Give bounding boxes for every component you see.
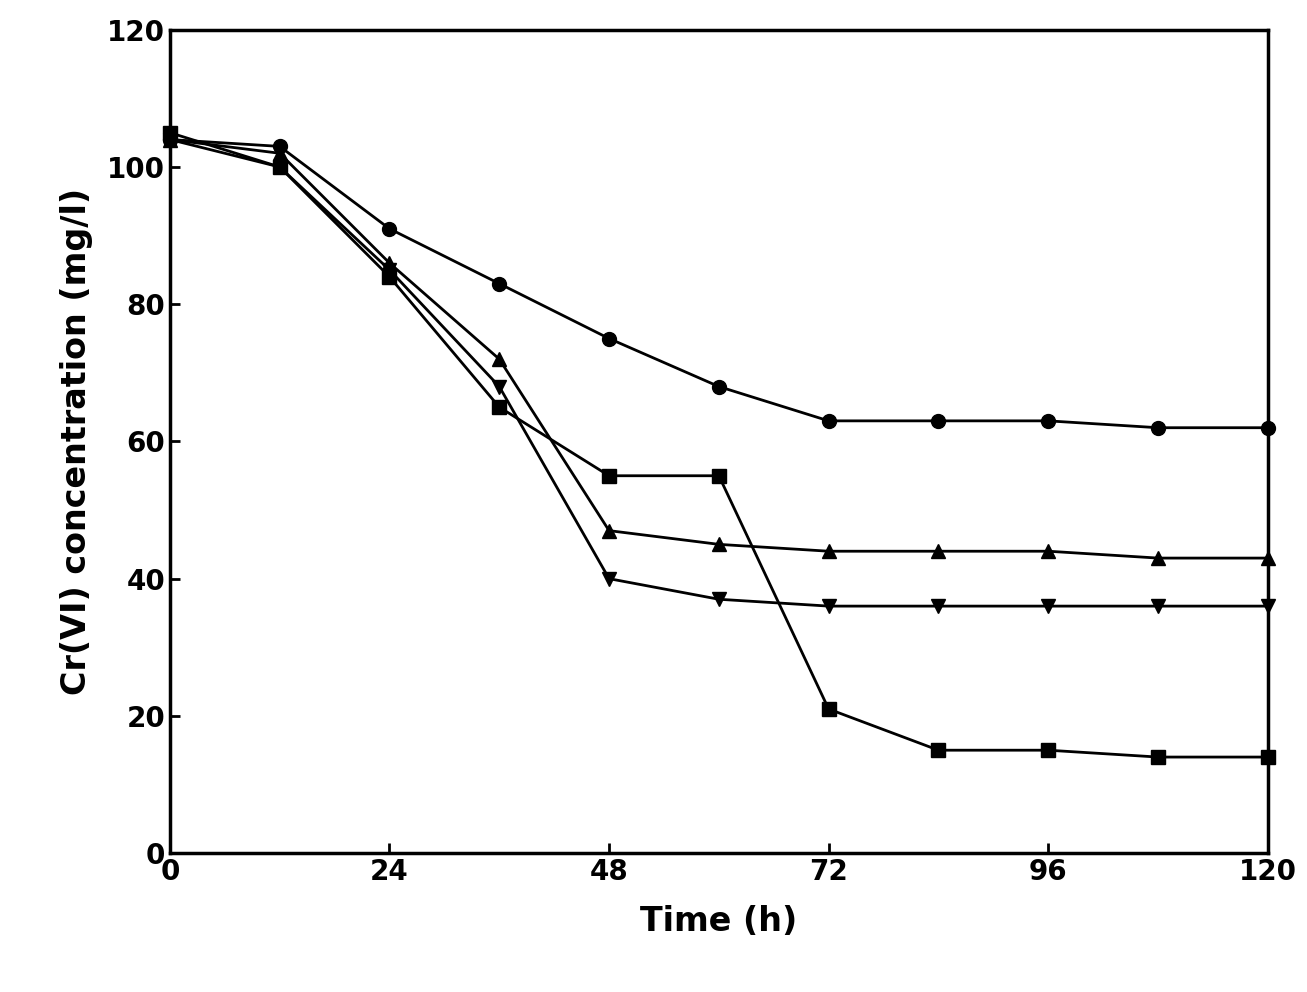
X-axis label: Time (h): Time (h): [640, 906, 797, 938]
Y-axis label: Cr(VI) concentration (mg/l): Cr(VI) concentration (mg/l): [60, 187, 93, 695]
